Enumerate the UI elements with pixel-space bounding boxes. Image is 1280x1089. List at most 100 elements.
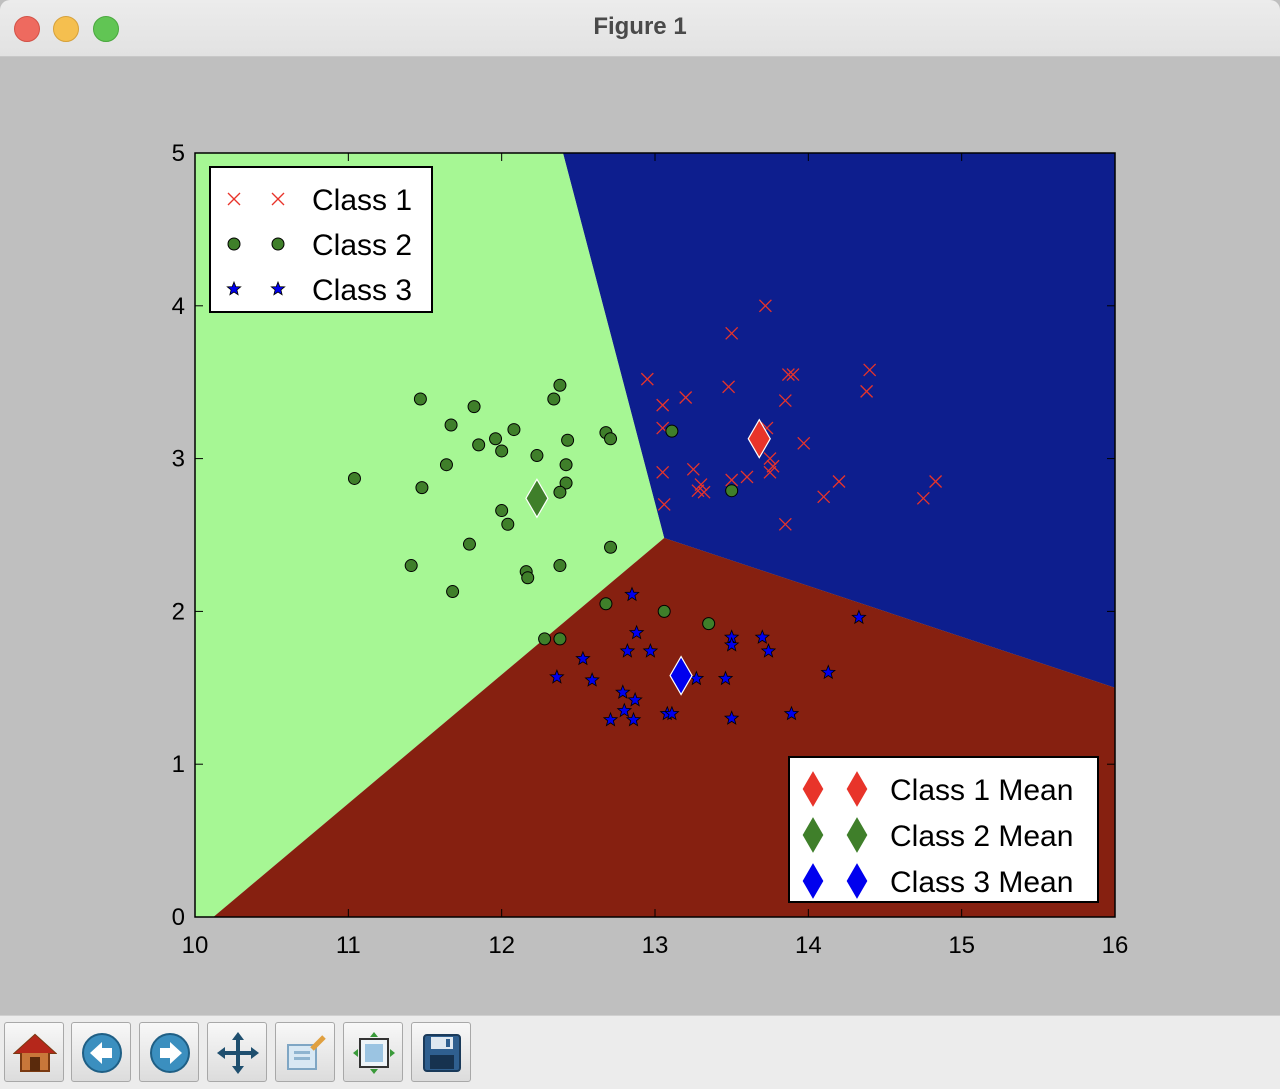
mean-legend: Class 1 Mean Class 2 Mean Class 3 Mean bbox=[788, 756, 1099, 903]
class3-point bbox=[624, 586, 640, 602]
zoom-button[interactable] bbox=[275, 1022, 335, 1082]
class1-point bbox=[640, 372, 654, 386]
class1-point bbox=[657, 497, 671, 511]
save-button[interactable] bbox=[411, 1022, 471, 1082]
class1-point bbox=[786, 368, 800, 382]
class2-point bbox=[538, 632, 552, 646]
class3-point bbox=[549, 668, 565, 684]
class3-point bbox=[628, 624, 645, 640]
mean-legend-box bbox=[788, 756, 1099, 903]
home-button[interactable] bbox=[4, 1022, 64, 1082]
class3-point bbox=[717, 670, 734, 686]
class1-point bbox=[763, 465, 777, 479]
class1-point bbox=[763, 452, 777, 466]
y-tick-label: 0 bbox=[172, 904, 185, 931]
class2-point bbox=[521, 571, 535, 585]
class3-point bbox=[575, 650, 591, 666]
y-tick-label: 2 bbox=[172, 598, 185, 625]
class3-point bbox=[664, 705, 680, 721]
decision-region-class1 bbox=[563, 153, 1115, 688]
class2-point bbox=[530, 449, 544, 463]
class1-point bbox=[758, 299, 772, 313]
legend-mean-marker bbox=[845, 814, 869, 856]
class1-point bbox=[656, 465, 670, 479]
class3-point bbox=[723, 636, 740, 652]
pan-icon bbox=[217, 1032, 259, 1074]
x-tick-label: 14 bbox=[795, 932, 822, 959]
forward-button[interactable] bbox=[139, 1022, 199, 1082]
class2-point bbox=[501, 517, 515, 531]
class-legend-box bbox=[209, 166, 433, 313]
subplots-icon bbox=[353, 1032, 395, 1074]
class1-point bbox=[679, 391, 693, 404]
class2-point bbox=[665, 424, 679, 438]
legend-marker bbox=[227, 192, 241, 206]
x-tick-label: 11 bbox=[336, 932, 361, 959]
save-icon bbox=[423, 1034, 461, 1072]
class1-point bbox=[781, 368, 795, 382]
class1-point bbox=[860, 384, 874, 398]
class1-point bbox=[686, 462, 700, 476]
class3-point bbox=[619, 643, 636, 658]
class2-point bbox=[495, 504, 509, 518]
legend-marker bbox=[271, 237, 285, 251]
class3-point bbox=[642, 643, 659, 658]
class-legend-label: Class 1 bbox=[312, 184, 412, 217]
class-legend-label: Class 2 bbox=[312, 229, 412, 262]
class2-point bbox=[347, 471, 361, 485]
x-tick-label: 12 bbox=[488, 932, 515, 959]
class2-point bbox=[444, 418, 458, 432]
back-button[interactable] bbox=[71, 1022, 131, 1082]
close-window-button[interactable] bbox=[14, 16, 40, 42]
mean-legend-label: Class 2 Mean bbox=[890, 820, 1073, 853]
zoom-window-button[interactable] bbox=[93, 16, 119, 42]
class2-point bbox=[553, 632, 567, 646]
class1-point bbox=[817, 490, 831, 504]
class2-point bbox=[404, 559, 418, 573]
class1-point bbox=[929, 475, 943, 488]
class2-point bbox=[553, 485, 567, 499]
class2-point bbox=[439, 458, 453, 472]
x-tick-label: 15 bbox=[948, 932, 975, 959]
class2-point bbox=[604, 432, 618, 446]
class3-point bbox=[783, 705, 800, 721]
class2-point bbox=[415, 481, 429, 495]
class2-point bbox=[446, 585, 460, 599]
mean-legend-label: Class 1 Mean bbox=[890, 774, 1073, 807]
class1-point bbox=[778, 394, 792, 407]
class2-point bbox=[559, 476, 573, 490]
y-tick-label: 3 bbox=[172, 446, 185, 473]
class1-point bbox=[766, 459, 780, 473]
class1-point bbox=[832, 475, 846, 488]
zoom-icon bbox=[287, 1035, 326, 1070]
home-icon bbox=[13, 1033, 57, 1072]
class2-point bbox=[495, 444, 509, 458]
back-arrow-icon bbox=[82, 1033, 122, 1073]
class3-mean-marker bbox=[669, 655, 693, 696]
class2-point bbox=[725, 484, 739, 498]
pan-button[interactable] bbox=[207, 1022, 267, 1082]
forward-arrow-icon bbox=[150, 1033, 190, 1073]
class2-point bbox=[553, 378, 567, 392]
class1-point bbox=[656, 398, 670, 412]
figure-canvas[interactable]: 10 11 12 13 14 15 16 0 1 2 3 4 5 Class 1 Class 2 Class … bbox=[0, 57, 1280, 1015]
legend-mean-marker bbox=[845, 768, 869, 810]
class2-point bbox=[467, 400, 481, 414]
class1-point bbox=[725, 326, 739, 340]
class2-mean-marker bbox=[525, 478, 549, 519]
class1-point bbox=[740, 470, 754, 484]
class3-point bbox=[723, 710, 740, 725]
class-legend: Class 1 Class 2 Class 3 bbox=[209, 166, 433, 313]
navigation-toolbar bbox=[0, 1015, 1280, 1089]
class-legend-label: Class 3 bbox=[312, 274, 412, 307]
class2-point bbox=[547, 392, 561, 406]
minimize-window-button[interactable] bbox=[53, 16, 79, 42]
subplots-button[interactable] bbox=[343, 1022, 403, 1082]
y-tick-label: 4 bbox=[172, 293, 185, 320]
legend-marker bbox=[270, 280, 286, 296]
class2-point bbox=[507, 423, 521, 437]
class3-point bbox=[851, 609, 867, 625]
class2-point bbox=[657, 604, 671, 618]
class3-point bbox=[627, 691, 643, 707]
class2-point bbox=[472, 438, 486, 452]
